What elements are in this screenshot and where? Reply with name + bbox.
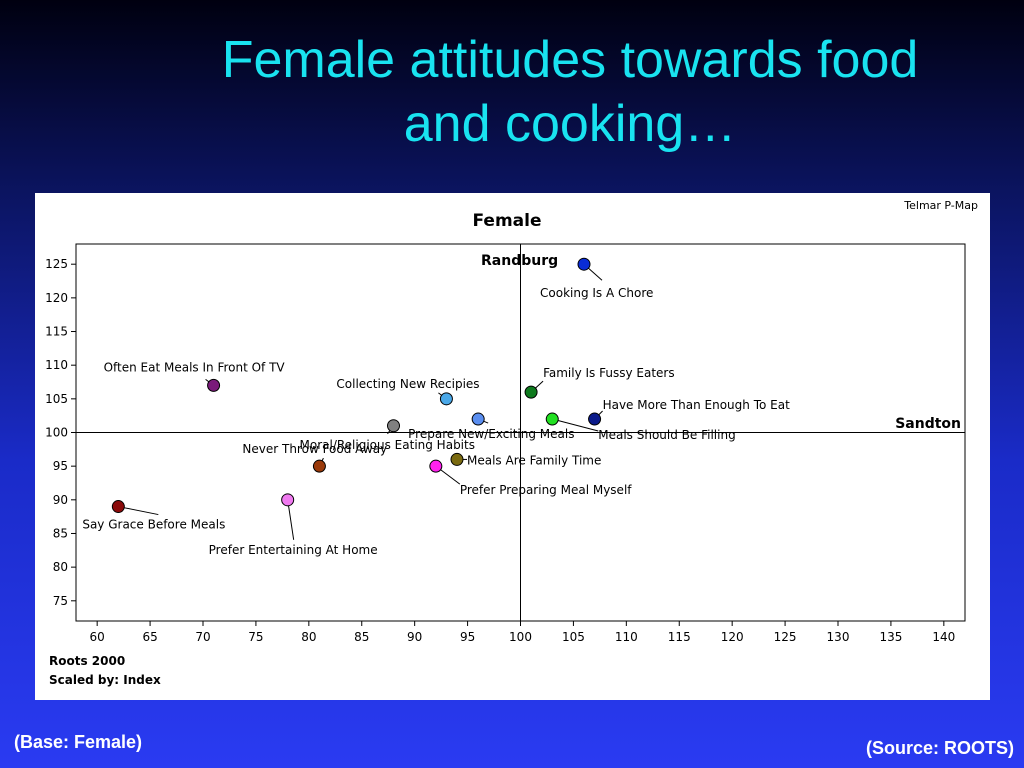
leader-line (287, 499, 295, 540)
data-point (577, 257, 591, 271)
data-point (450, 452, 464, 466)
x-tick-label: 60 (90, 630, 105, 644)
x-tick-label: 105 (562, 630, 585, 644)
y-axis-name: Sandton (895, 416, 961, 432)
x-axis-name: Randburg (481, 253, 558, 269)
slide-title-line1: Female attitudes towards food (221, 31, 919, 89)
y-tick-label: 95 (53, 459, 68, 473)
base-note: (Base: Female) (14, 732, 143, 752)
x-tick-label: 90 (407, 630, 422, 644)
scatter-chart: Female Telmar P-Map 60 65 70 75 80 85 90 95 100 1… (45, 199, 978, 687)
data-point (111, 500, 125, 514)
y-tick-label: 90 (53, 493, 68, 507)
point-label: Family Is Fussy Eaters (543, 366, 675, 380)
point-label: Meals Should Be Filling (598, 428, 735, 442)
x-tick-label: 75 (248, 630, 263, 644)
y-tick-label: 105 (45, 392, 68, 406)
point-label: Prefer Preparing Meal Myself (460, 483, 632, 497)
data-point (387, 419, 400, 433)
point-label: Have More Than Enough To Eat (603, 398, 791, 412)
data-point (207, 378, 221, 392)
point-label: Often Eat Meals In Front Of TV (104, 360, 286, 374)
data-point (471, 412, 485, 426)
data-point (439, 392, 453, 406)
y-tick-label: 115 (45, 325, 68, 339)
x-tick-label: 120 (721, 630, 744, 644)
x-tick-label: 85 (354, 630, 369, 644)
point-label: Collecting New Recipies (336, 377, 479, 391)
x-tick-label: 110 (615, 630, 638, 644)
point-label: Never Throw Food Away (242, 442, 387, 456)
chart-panel: Female Telmar P-Map 60 65 70 75 80 85 90 95 100 1… (35, 193, 990, 700)
x-tick-label: 65 (142, 630, 157, 644)
chart-footer-line2: Scaled by: Index (49, 673, 161, 687)
x-tick-label: 95 (460, 630, 475, 644)
slide-title: Female attitudes towards food and cookin… (120, 28, 1020, 156)
point-label: Cooking Is A Chore (540, 286, 653, 300)
slide-title-line2: and cooking… (403, 95, 737, 153)
x-tick-label: 125 (774, 630, 797, 644)
x-tick-label: 80 (301, 630, 316, 644)
point-label: Meals Are Family Time (467, 453, 601, 467)
y-tick-label: 125 (45, 257, 68, 271)
x-tick-label: 140 (932, 630, 955, 644)
source-note: (Source: ROOTS) (865, 738, 1014, 758)
data-point (524, 385, 538, 399)
data-point (429, 459, 443, 473)
y-tick-label: 120 (45, 291, 68, 305)
y-tick-label: 110 (45, 358, 68, 372)
x-tick-label: 135 (879, 630, 902, 644)
y-tick-label: 85 (53, 526, 68, 540)
data-point (545, 412, 559, 426)
point-label: Prepare New/Exciting Meals (408, 427, 574, 441)
point-label: Moral/Religious Eating Habits (300, 438, 475, 452)
chart-brand: Telmar P-Map (903, 199, 978, 212)
x-tick-label: 115 (668, 630, 691, 644)
x-tick-label: 70 (195, 630, 210, 644)
x-tick-label: 130 (827, 630, 850, 644)
x-tick-label: 100 (509, 630, 532, 644)
leader-line (118, 506, 159, 516)
point-label: Prefer Entertaining At Home (209, 543, 378, 557)
y-tick-label: 80 (53, 560, 68, 574)
point-label: Say Grace Before Meals (82, 518, 225, 532)
y-tick-label: 100 (45, 426, 68, 440)
data-point (281, 493, 295, 507)
data-point (588, 412, 602, 426)
chart-title: Female (473, 211, 542, 231)
leader-line (552, 418, 599, 432)
data-point (312, 459, 326, 473)
chart-footer-line1: Roots 2000 (49, 654, 125, 668)
y-tick-label: 75 (53, 594, 68, 608)
